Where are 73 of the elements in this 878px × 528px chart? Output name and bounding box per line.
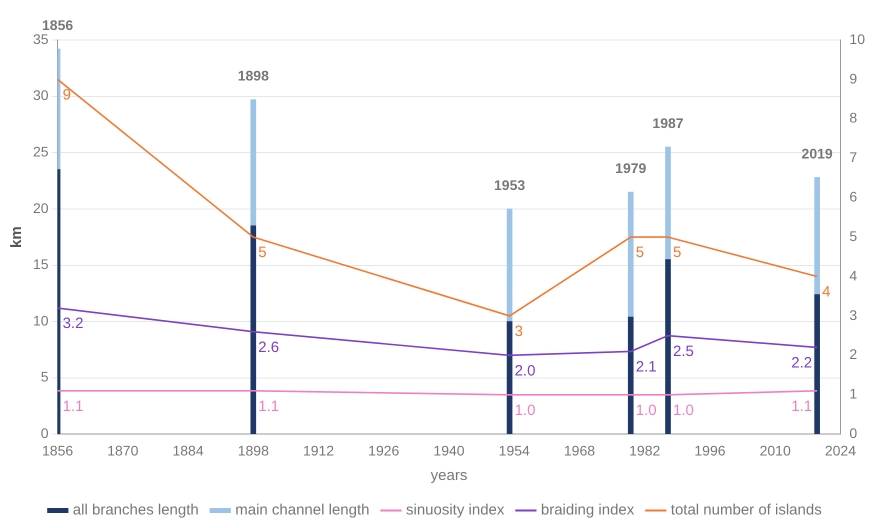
data-label: 2.2	[791, 354, 812, 372]
annotation: 1987	[652, 114, 684, 131]
bar	[250, 99, 256, 226]
data-label: 1.1	[258, 398, 280, 415]
legend-label: sinuosity index	[406, 502, 505, 519]
x-tick-label: 1912	[302, 442, 334, 458]
y-tick-label: 35	[32, 30, 49, 47]
y2-tick-label: 1	[849, 386, 858, 402]
x-tick-label: 1926	[368, 442, 400, 458]
x-tick-label: 1898	[238, 442, 270, 458]
bar	[665, 146, 671, 260]
data-label: 1.0	[514, 402, 536, 419]
y-tick-label: 0	[40, 425, 49, 442]
data-label: 2.6	[258, 338, 280, 356]
annotation: 1979	[615, 160, 647, 176]
annotation: 1856	[42, 16, 74, 33]
y-tick-label: 10	[32, 312, 49, 328]
bar	[628, 316, 634, 434]
x-tick-label: 1954	[498, 442, 530, 458]
y2-tick-label: 4	[849, 267, 858, 284]
y2-tick-label: 10	[849, 30, 866, 47]
y2-tick-label: 5	[849, 228, 858, 244]
y2-tick-label: 0	[849, 425, 858, 442]
data-label: 1.0	[673, 402, 694, 419]
x-tick-label: 1870	[107, 442, 139, 458]
y2-tick-label: 6	[849, 188, 858, 205]
data-label: 2.5	[673, 342, 694, 360]
x-tick-label: 2024	[824, 442, 856, 458]
annotation: 1898	[238, 68, 270, 84]
x-tick-label: 1940	[433, 442, 465, 458]
data-label: 5	[258, 244, 267, 262]
x-tick-label: 1996	[694, 442, 726, 458]
data-label: 2.1	[636, 358, 657, 376]
y-tick-label: 15	[32, 256, 49, 272]
y-axis-title: km	[8, 226, 26, 248]
y2-tick-label: 9	[849, 70, 858, 86]
legend-label: braiding index	[540, 502, 635, 519]
data-label: 5	[673, 244, 682, 262]
annotation: 2019	[802, 145, 833, 162]
data-label: 5	[636, 244, 644, 262]
data-label: 3.2	[62, 315, 84, 332]
bar	[814, 294, 820, 434]
bar	[506, 208, 512, 322]
x-tick-label: 1884	[172, 442, 204, 458]
y2-tick-label: 8	[849, 110, 858, 126]
y2-tick-label: 3	[849, 306, 858, 323]
x-tick-label: 2010	[760, 442, 791, 458]
y2-tick-label: 7	[849, 149, 858, 166]
y-tick-label: 20	[32, 200, 49, 216]
y-tick-label: 25	[32, 143, 49, 160]
data-label: 1.1	[62, 398, 84, 415]
x-tick-label: 1968	[564, 442, 596, 458]
bar	[628, 192, 634, 318]
data-label: 2.0	[514, 362, 536, 380]
data-label: 1.0	[636, 402, 657, 419]
x-tick-label: 1856	[42, 442, 74, 458]
bar	[814, 177, 820, 295]
data-label: 4	[822, 284, 830, 301]
y-tick-label: 30	[32, 87, 49, 104]
x-axis-title: years	[430, 467, 468, 484]
bar	[665, 259, 671, 434]
bar	[506, 321, 512, 434]
x-tick-label: 1982	[629, 442, 660, 458]
bar	[250, 226, 256, 434]
y2-tick-label: 2	[849, 346, 858, 362]
legend-label: all branches length	[72, 502, 199, 519]
data-label: 9	[62, 86, 71, 104]
data-label: 1.1	[791, 398, 812, 415]
data-label: 3	[514, 323, 523, 340]
legend-label: main channel length	[235, 502, 370, 519]
annotation: 1953	[494, 176, 526, 193]
y-tick-label: 5	[40, 368, 49, 385]
legend-label: total number of islands	[670, 502, 822, 519]
